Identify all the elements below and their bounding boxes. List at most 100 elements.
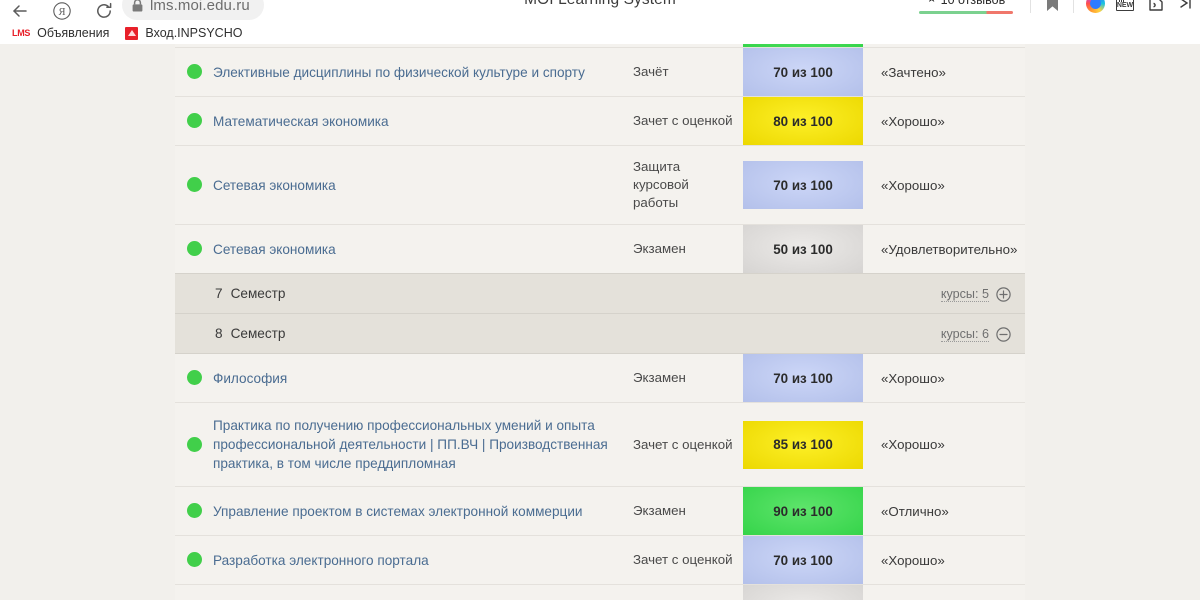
toolbar-right-icons: ★ 10 отзывов NEW: [910, 0, 1200, 18]
semester-actions-cell: курсы: 5: [743, 273, 1025, 314]
status-cell: [175, 584, 213, 600]
semester-course-count[interactable]: курсы: 5: [940, 286, 989, 302]
reviews-count-label: 10 отзывов: [941, 0, 1006, 7]
semester-course-count[interactable]: курсы: 6: [940, 326, 989, 342]
reload-icon[interactable]: [84, 0, 124, 31]
score-value: 90 из 100: [743, 487, 863, 535]
score-cell: 67 из 100: [743, 584, 863, 600]
assessment-type-cell: Зачет с оценкой: [633, 96, 743, 146]
score-cell: 50 из 100: [743, 224, 863, 274]
bookmark-label: Вход.INPSYCHO: [145, 26, 243, 40]
status-cell: [175, 47, 213, 97]
course-link[interactable]: Разработка электронного портала: [213, 552, 429, 568]
course-name-cell: Управление проектом в системах электронн…: [213, 486, 633, 536]
verdict-cell: «Хорошо»: [863, 535, 1025, 585]
course-link[interactable]: Сетевая экономика: [213, 241, 336, 257]
assessment-type-cell: Экзамен: [633, 584, 743, 600]
semester-label-cell: 8 Семестр: [175, 313, 743, 354]
pocket-icon[interactable]: [1140, 0, 1170, 18]
semester-word: Семестр: [230, 286, 286, 301]
verdict-cell: «Зачтено»: [863, 47, 1025, 97]
overflow-menu-icon[interactable]: [1170, 0, 1200, 18]
table-row: Математическая экономика Зачет с оценкой 8…: [175, 96, 1025, 146]
assessment-type-cell: Защита курсовой работы: [633, 145, 743, 225]
status-dot-icon: [186, 241, 202, 257]
status-cell: [175, 44, 213, 48]
course-link[interactable]: Математическая экономика: [213, 113, 389, 129]
grades-table: МаркетингЗачет с оценкой97 из 100«Отличн…: [175, 44, 1025, 600]
table-row: МаркетингЗачет с оценкой97 из 100«Отличн…: [175, 44, 1025, 48]
course-link[interactable]: Управление проектом в системах электронн…: [213, 503, 583, 519]
score-cell: 90 из 100: [743, 486, 863, 536]
assessment-type-cell: Зачет с оценкой: [633, 44, 743, 48]
address-bar-url: lms.moi.edu.ru: [150, 0, 250, 14]
assessment-type-cell: Экзамен: [633, 224, 743, 274]
score-value: 80 из 100: [743, 97, 863, 145]
assessment-type-cell: Зачет с оценкой: [633, 402, 743, 487]
course-link[interactable]: Практика по получению профессиональных у…: [213, 418, 608, 471]
grades-container: МаркетингЗачет с оценкой97 из 100«Отличн…: [175, 44, 1025, 600]
status-dot-icon: [186, 177, 202, 193]
lock-icon: [132, 0, 143, 12]
semester-number: 8: [215, 326, 223, 341]
semester-header-row[interactable]: 7 Семестр курсы: 5: [175, 273, 1025, 314]
table-row: Сетевая экономика Экзамен 50 из 100 «Удовле…: [175, 224, 1025, 274]
bookmark-item-announcements[interactable]: LMS Объявления: [4, 24, 117, 42]
semester-header-row[interactable]: 8 Семестр курсы: 6: [175, 313, 1025, 354]
score-value: 97 из 100: [743, 44, 863, 47]
bookmark-item-inpsycho[interactable]: Вход.INPSYCHO: [117, 24, 250, 42]
bookmark-flag-icon[interactable]: [1037, 0, 1067, 18]
verdict-cell: «Хорошо»: [863, 145, 1025, 225]
profile-avatar-icon[interactable]: [1080, 0, 1110, 18]
course-name-cell: Философия: [213, 353, 633, 403]
yandex-logo-icon[interactable]: Я: [42, 0, 82, 31]
table-row: Банковское делоЭкзамен67 из 100«Удовлетв…: [175, 584, 1025, 600]
status-dot-icon: [186, 113, 202, 129]
score-cell: 70 из 100: [743, 145, 863, 225]
browser-toolbar: Я lms.moi.edu.ru MOI Learning System: [0, 0, 1200, 22]
status-cell: [175, 145, 213, 225]
news-icon[interactable]: NEW: [1110, 0, 1140, 18]
course-link[interactable]: Сетевая экономика: [213, 177, 336, 193]
address-bar[interactable]: lms.moi.edu.ru: [122, 0, 264, 20]
semester-word: Семестр: [230, 326, 286, 341]
score-cell: 80 из 100: [743, 96, 863, 146]
course-name-cell: Банковское дело: [213, 584, 633, 600]
bookmark-label: Объявления: [37, 26, 110, 40]
course-name-cell: Сетевая экономика: [213, 224, 633, 274]
table-row: Управление проектом в системах электронн…: [175, 486, 1025, 536]
assessment-type-cell: Зачёт: [633, 47, 743, 97]
status-cell: [175, 535, 213, 585]
status-cell: [175, 353, 213, 403]
verdict-cell: «Хорошо»: [863, 402, 1025, 487]
verdict-cell: «Хорошо»: [863, 353, 1025, 403]
status-cell: [175, 402, 213, 487]
verdict-cell: «Отлично»: [863, 44, 1025, 48]
score-value: 50 из 100: [743, 225, 863, 273]
table-row: Элективные дисциплины по физической куль…: [175, 47, 1025, 97]
status-dot-icon: [186, 436, 202, 452]
course-name-cell: Практика по получению профессиональных у…: [213, 402, 633, 487]
table-row: Разработка электронного портала Зачет с о…: [175, 535, 1025, 585]
status-cell: [175, 224, 213, 274]
page-content: МаркетингЗачет с оценкой97 из 100«Отличн…: [0, 44, 1200, 600]
assessment-type-cell: Экзамен: [633, 486, 743, 536]
table-row: Практика по получению профессиональных у…: [175, 402, 1025, 487]
bookmarks-bar: LMS Объявления Вход.INPSYCHO: [0, 22, 1200, 44]
collapse-minus-icon[interactable]: [996, 326, 1011, 342]
course-link[interactable]: Философия: [213, 370, 288, 386]
verdict-cell: «Отлично»: [863, 486, 1025, 536]
score-cell: 85 из 100: [743, 402, 863, 487]
status-dot-icon: [186, 503, 202, 519]
course-link[interactable]: Элективные дисциплины по физической куль…: [213, 64, 585, 80]
score-value: 70 из 100: [743, 161, 863, 209]
table-row: Сетевая экономика Защита курсовой работы 7…: [175, 145, 1025, 225]
back-arrow-icon[interactable]: [0, 0, 40, 31]
reviews-badge[interactable]: ★ 10 отзывов: [910, 0, 1022, 14]
toolbar-divider: [1073, 0, 1074, 13]
score-value: 67 из 100: [743, 585, 863, 600]
news-icon-label: NEW: [1116, 1, 1134, 9]
inpsycho-favicon-icon: [125, 26, 139, 40]
expand-plus-icon[interactable]: [996, 286, 1011, 302]
semester-number: 7: [215, 286, 223, 301]
